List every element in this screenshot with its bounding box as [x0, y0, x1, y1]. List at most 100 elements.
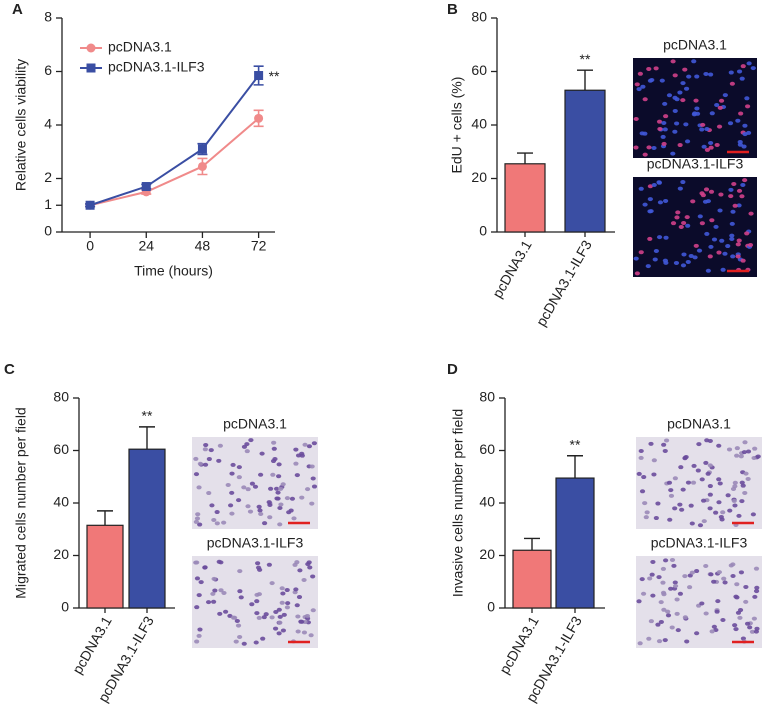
- cell: [233, 639, 239, 644]
- cell: [211, 599, 217, 604]
- bar: [128, 448, 166, 609]
- cell: [662, 448, 668, 453]
- cell: [673, 260, 680, 265]
- cell: [737, 615, 743, 620]
- cell: [257, 567, 263, 572]
- cell: [276, 462, 282, 467]
- cell: [194, 576, 201, 581]
- cell: [260, 636, 266, 641]
- cell: [752, 446, 758, 451]
- cell: [656, 119, 663, 124]
- cell: [235, 623, 242, 628]
- cell: [734, 453, 740, 458]
- cell: [736, 188, 743, 193]
- y-tick-label: 2: [44, 169, 52, 185]
- cell: [245, 504, 251, 509]
- cell: [295, 614, 301, 619]
- cell: [245, 487, 251, 492]
- cell: [668, 488, 674, 493]
- cell: [211, 576, 217, 581]
- cell: [294, 473, 300, 478]
- cell: [744, 96, 750, 101]
- cell: [277, 522, 283, 527]
- cell: [732, 203, 738, 208]
- cell: [274, 496, 280, 501]
- y-tick-label: 40: [471, 116, 487, 132]
- cell: [659, 78, 665, 83]
- cell: [707, 484, 713, 489]
- cell: [661, 120, 667, 125]
- cell: [310, 574, 316, 579]
- cell: [638, 186, 644, 191]
- cell: [194, 560, 200, 565]
- y-tick-label: 0: [479, 223, 487, 239]
- cell: [218, 588, 224, 593]
- cell: [716, 443, 722, 448]
- cell: [227, 503, 234, 508]
- cell: [647, 236, 653, 241]
- cell: [681, 252, 687, 257]
- cell: [693, 243, 699, 248]
- cell: [695, 468, 701, 473]
- cell: [299, 453, 305, 458]
- cell: [236, 475, 242, 480]
- cell: [713, 224, 719, 229]
- y-tick-label: 1: [44, 196, 52, 212]
- cell: [716, 500, 722, 505]
- cell: [195, 512, 201, 517]
- x-axis-label: Time (hours): [134, 263, 213, 279]
- cell: [735, 242, 741, 247]
- cell: [715, 599, 721, 604]
- cell: [666, 480, 673, 485]
- cell: [751, 456, 757, 461]
- error-bar: [524, 537, 540, 551]
- cell: [256, 592, 262, 597]
- cell: [311, 441, 317, 446]
- cell: [705, 199, 711, 204]
- cell: [252, 484, 259, 489]
- cell: [299, 495, 305, 500]
- cell: [738, 454, 744, 459]
- cell: [647, 184, 653, 189]
- y-tick-label: 20: [471, 169, 487, 185]
- cell: [258, 512, 264, 517]
- y-tick-label: 4: [44, 116, 52, 132]
- cell: [670, 151, 676, 156]
- x-tick-label: pcDNA3.1: [69, 613, 115, 676]
- cell: [685, 480, 692, 485]
- y-tick-label: 6: [44, 62, 52, 78]
- cell: [703, 71, 709, 76]
- cell: [743, 599, 749, 604]
- cell: [656, 575, 662, 580]
- cell: [717, 208, 723, 213]
- cell: [639, 489, 646, 494]
- panel-label: A: [12, 1, 23, 18]
- cell: [271, 440, 277, 445]
- cell: [700, 193, 706, 198]
- error-bar: [517, 152, 533, 164]
- series-line: [89, 74, 260, 207]
- cell: [642, 202, 648, 207]
- cell: [749, 629, 756, 634]
- y-axis-label: Invasive cells number per field: [450, 409, 466, 597]
- cell: [651, 472, 657, 477]
- cell: [737, 608, 744, 613]
- cell: [718, 192, 724, 197]
- cell: [694, 569, 700, 574]
- cell: [722, 580, 728, 585]
- cell: [744, 231, 750, 236]
- error-bar: [97, 510, 113, 526]
- cell: [249, 481, 256, 486]
- cell: [229, 490, 235, 495]
- cell: [307, 565, 313, 570]
- cell: [699, 601, 705, 606]
- cell: [230, 615, 237, 620]
- cell: [276, 631, 282, 636]
- cell: [697, 523, 704, 528]
- cell: [289, 496, 296, 501]
- cell: [747, 242, 754, 247]
- cell: [284, 496, 291, 501]
- image-label: pcDNA3.1: [223, 416, 287, 432]
- cell: [672, 73, 678, 78]
- cell: [672, 108, 678, 113]
